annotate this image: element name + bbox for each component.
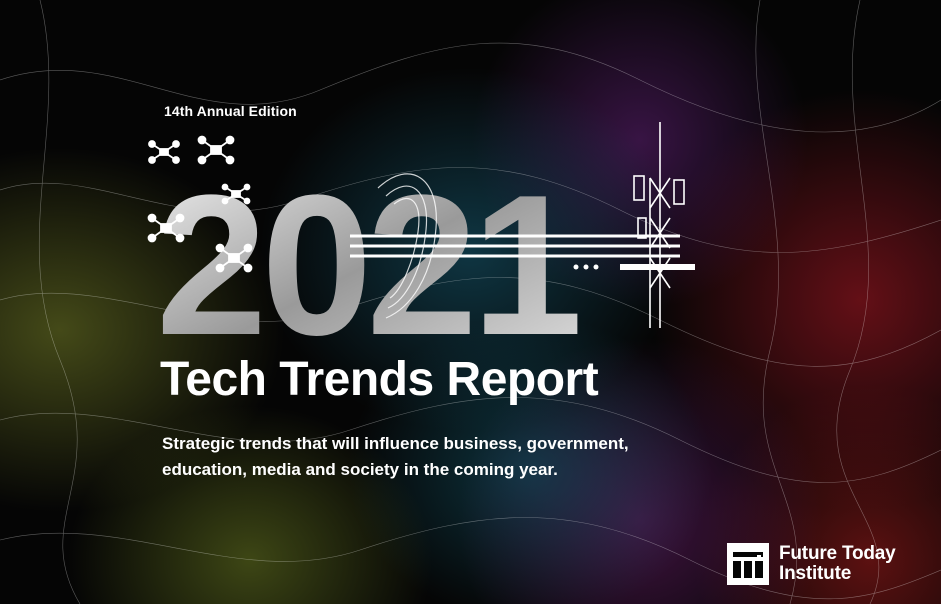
drone-icons — [147, 135, 253, 273]
fingerprint-icon — [377, 173, 437, 319]
report-title: Tech Trends Report — [160, 353, 599, 406]
antenna-tower-icon — [633, 122, 685, 328]
fti-logo-text: Future Today Institute — [779, 544, 896, 584]
report-subtitle: Strategic trends that will influence bus… — [162, 434, 629, 479]
logo-line-1: Future Today — [779, 543, 896, 564]
edition-label: 14th Annual Edition — [164, 103, 297, 119]
logo-line-2: Institute — [779, 563, 852, 584]
fti-logo: Future Today Institute — [727, 543, 896, 585]
year-graphic: 2021 — [147, 122, 695, 348]
fti-logo-mark-icon — [727, 543, 769, 585]
